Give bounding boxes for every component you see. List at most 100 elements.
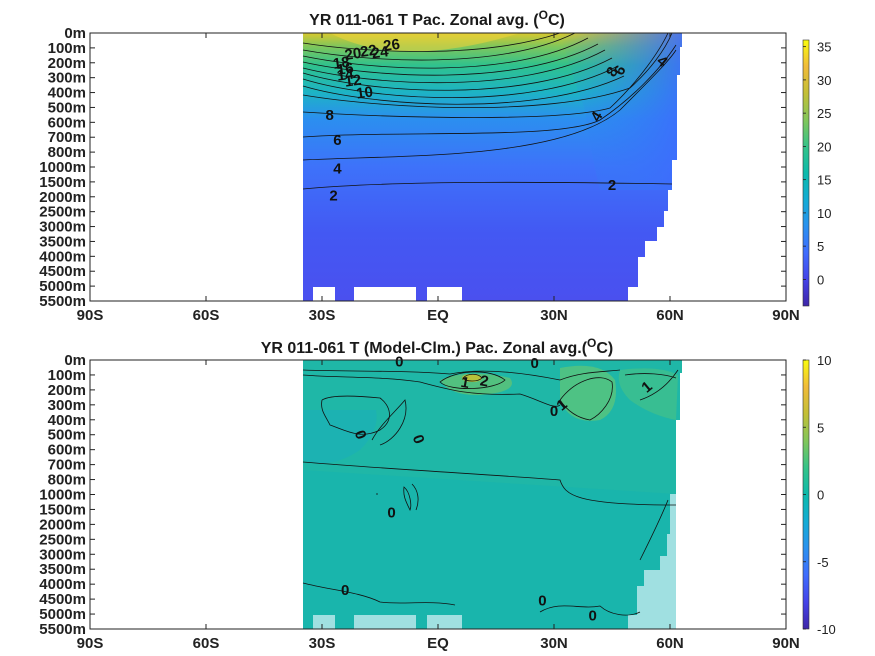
y-tick-label: 4000m: [39, 576, 86, 593]
colorbar-tick-label: 0: [817, 488, 824, 503]
y-tick-label: 500m: [48, 99, 86, 116]
colorbar-tick-label: 5: [817, 239, 824, 254]
x-tick-label: 90N: [772, 307, 800, 324]
panel1-colorbar: [802, 39, 810, 307]
y-tick-label: 1500m: [39, 174, 86, 191]
panel1-field: [303, 33, 682, 301]
y-tick-label: 600m: [48, 442, 86, 459]
contour-label: 14: [336, 66, 356, 85]
y-tick-label: 5500m: [39, 293, 86, 310]
y-tick-label: 2500m: [39, 531, 86, 548]
colorbar-tick-label: 10: [817, 353, 831, 368]
y-tick-label: 3500m: [39, 233, 86, 250]
x-tick-label: 90S: [77, 307, 104, 324]
contour-label: 2: [608, 177, 616, 194]
panel1-colorbar-ticks: 35 30 25 20 15 10 5 0: [803, 40, 831, 287]
contour-label: 0: [588, 608, 596, 625]
colorbar-tick-label: 5: [817, 420, 824, 435]
colorbar-tick-label: 25: [817, 106, 831, 121]
contour-label: 8: [326, 107, 334, 124]
panel2-x-axis: 90S 60S 30S EQ 30N 60N 90N: [77, 360, 800, 652]
x-tick-label: 60S: [193, 307, 220, 324]
contour-label: 0: [550, 403, 558, 420]
panel2-colorbar-ticks: 10 5 0 -5 -10: [803, 353, 836, 637]
y-tick-label: 5000m: [39, 606, 86, 623]
contour-label: 22: [359, 42, 378, 61]
y-tick-label: 1000m: [39, 159, 86, 176]
y-tick-label: 5500m: [39, 621, 86, 638]
y-tick-label: 300m: [48, 397, 86, 414]
colorbar-tick-label: -10: [817, 622, 836, 637]
colorbar-tick-label: 20: [817, 139, 831, 154]
y-tick-label: 4000m: [39, 248, 86, 265]
y-tick-label: 700m: [48, 457, 86, 474]
y-tick-label: 5000m: [39, 278, 86, 295]
y-tick-label: 100m: [48, 367, 86, 384]
y-tick-label: 400m: [48, 85, 86, 102]
contour-label: 0: [395, 353, 403, 370]
panel-temperature: YR 011-061 T Pac. Zonal avg. (OC) 262422…: [39, 8, 831, 324]
y-tick-label: 2500m: [39, 204, 86, 221]
y-tick-label: 800m: [48, 472, 86, 489]
contour-label: 24: [371, 43, 391, 62]
y-tick-label: 4500m: [39, 591, 86, 608]
contour-label: 2: [479, 372, 490, 390]
y-tick-label: 700m: [48, 129, 86, 146]
x-tick-label: 60N: [656, 635, 684, 652]
y-tick-label: 3000m: [39, 219, 86, 236]
y-tick-label: 0m: [64, 25, 86, 42]
colorbar-tick-label: 35: [817, 40, 831, 55]
x-tick-label: 30S: [309, 635, 336, 652]
contour-label: 12: [344, 72, 363, 91]
y-tick-label: 800m: [48, 144, 86, 161]
y-tick-label: 100m: [48, 40, 86, 57]
y-tick-label: 3000m: [39, 546, 86, 563]
contour-label: 18: [332, 54, 351, 73]
contour-label: 20: [344, 45, 363, 64]
contour-label: 4: [333, 160, 342, 177]
panel-anomaly: YR 011-061 T (Model-Clm.) Pac. Zonal avg…: [39, 336, 836, 652]
x-tick-label: 60S: [193, 635, 220, 652]
y-tick-label: 600m: [48, 114, 86, 131]
colorbar-tick-label: 30: [817, 73, 831, 88]
contour-label: 6: [333, 132, 341, 149]
panel1-contours: [302, 32, 677, 190]
x-tick-label: 90N: [772, 635, 800, 652]
panel1-title: YR 011-061 T Pac. Zonal avg. (OC): [309, 8, 565, 29]
contour-label: 1: [459, 374, 470, 392]
contour-label: 16: [336, 60, 355, 79]
x-tick-label: 60N: [656, 307, 684, 324]
colorbar-tick-label: 0: [817, 272, 824, 287]
contour-label: 0: [530, 355, 538, 372]
y-tick-label: 1500m: [39, 501, 86, 518]
x-tick-label: 30N: [540, 635, 568, 652]
colorbar-tick-label: -5: [817, 555, 829, 570]
panel2-contours: [302, 369, 679, 616]
contour-label: 10: [355, 83, 374, 102]
panel2-title: YR 011-061 T (Model-Clm.) Pac. Zonal avg…: [261, 336, 614, 357]
panel1-x-axis: 90S 60S 30S EQ 30N 60N 90N: [77, 33, 800, 324]
y-tick-label: 200m: [48, 382, 86, 399]
colorbar-tick-label: 10: [817, 206, 831, 221]
panel2-y-axis: 0m100m200m300m400m500m600m700m800m1000m1…: [39, 352, 786, 638]
y-tick-label: 300m: [48, 70, 86, 87]
contour-label: 0: [387, 504, 395, 521]
x-tick-label: 30S: [309, 307, 336, 324]
y-tick-label: 2000m: [39, 189, 86, 206]
y-tick-label: 3500m: [39, 561, 86, 578]
y-tick-label: 0m: [64, 352, 86, 369]
panel2-field: [303, 360, 682, 629]
y-tick-label: 200m: [48, 55, 86, 72]
colorbar-tick-label: 15: [817, 173, 831, 188]
y-tick-label: 2000m: [39, 516, 86, 533]
x-tick-label: EQ: [427, 635, 449, 652]
contour-label: 0: [538, 593, 546, 610]
y-tick-label: 4500m: [39, 263, 86, 280]
x-tick-label: 90S: [77, 635, 104, 652]
panel1-y-axis: 0m100m200m300m400m500m600m700m800m1000m1…: [39, 25, 786, 310]
x-tick-label: 30N: [540, 307, 568, 324]
contour-label: 2: [329, 187, 337, 204]
y-tick-label: 500m: [48, 427, 86, 444]
contour-label: 0: [341, 582, 349, 599]
